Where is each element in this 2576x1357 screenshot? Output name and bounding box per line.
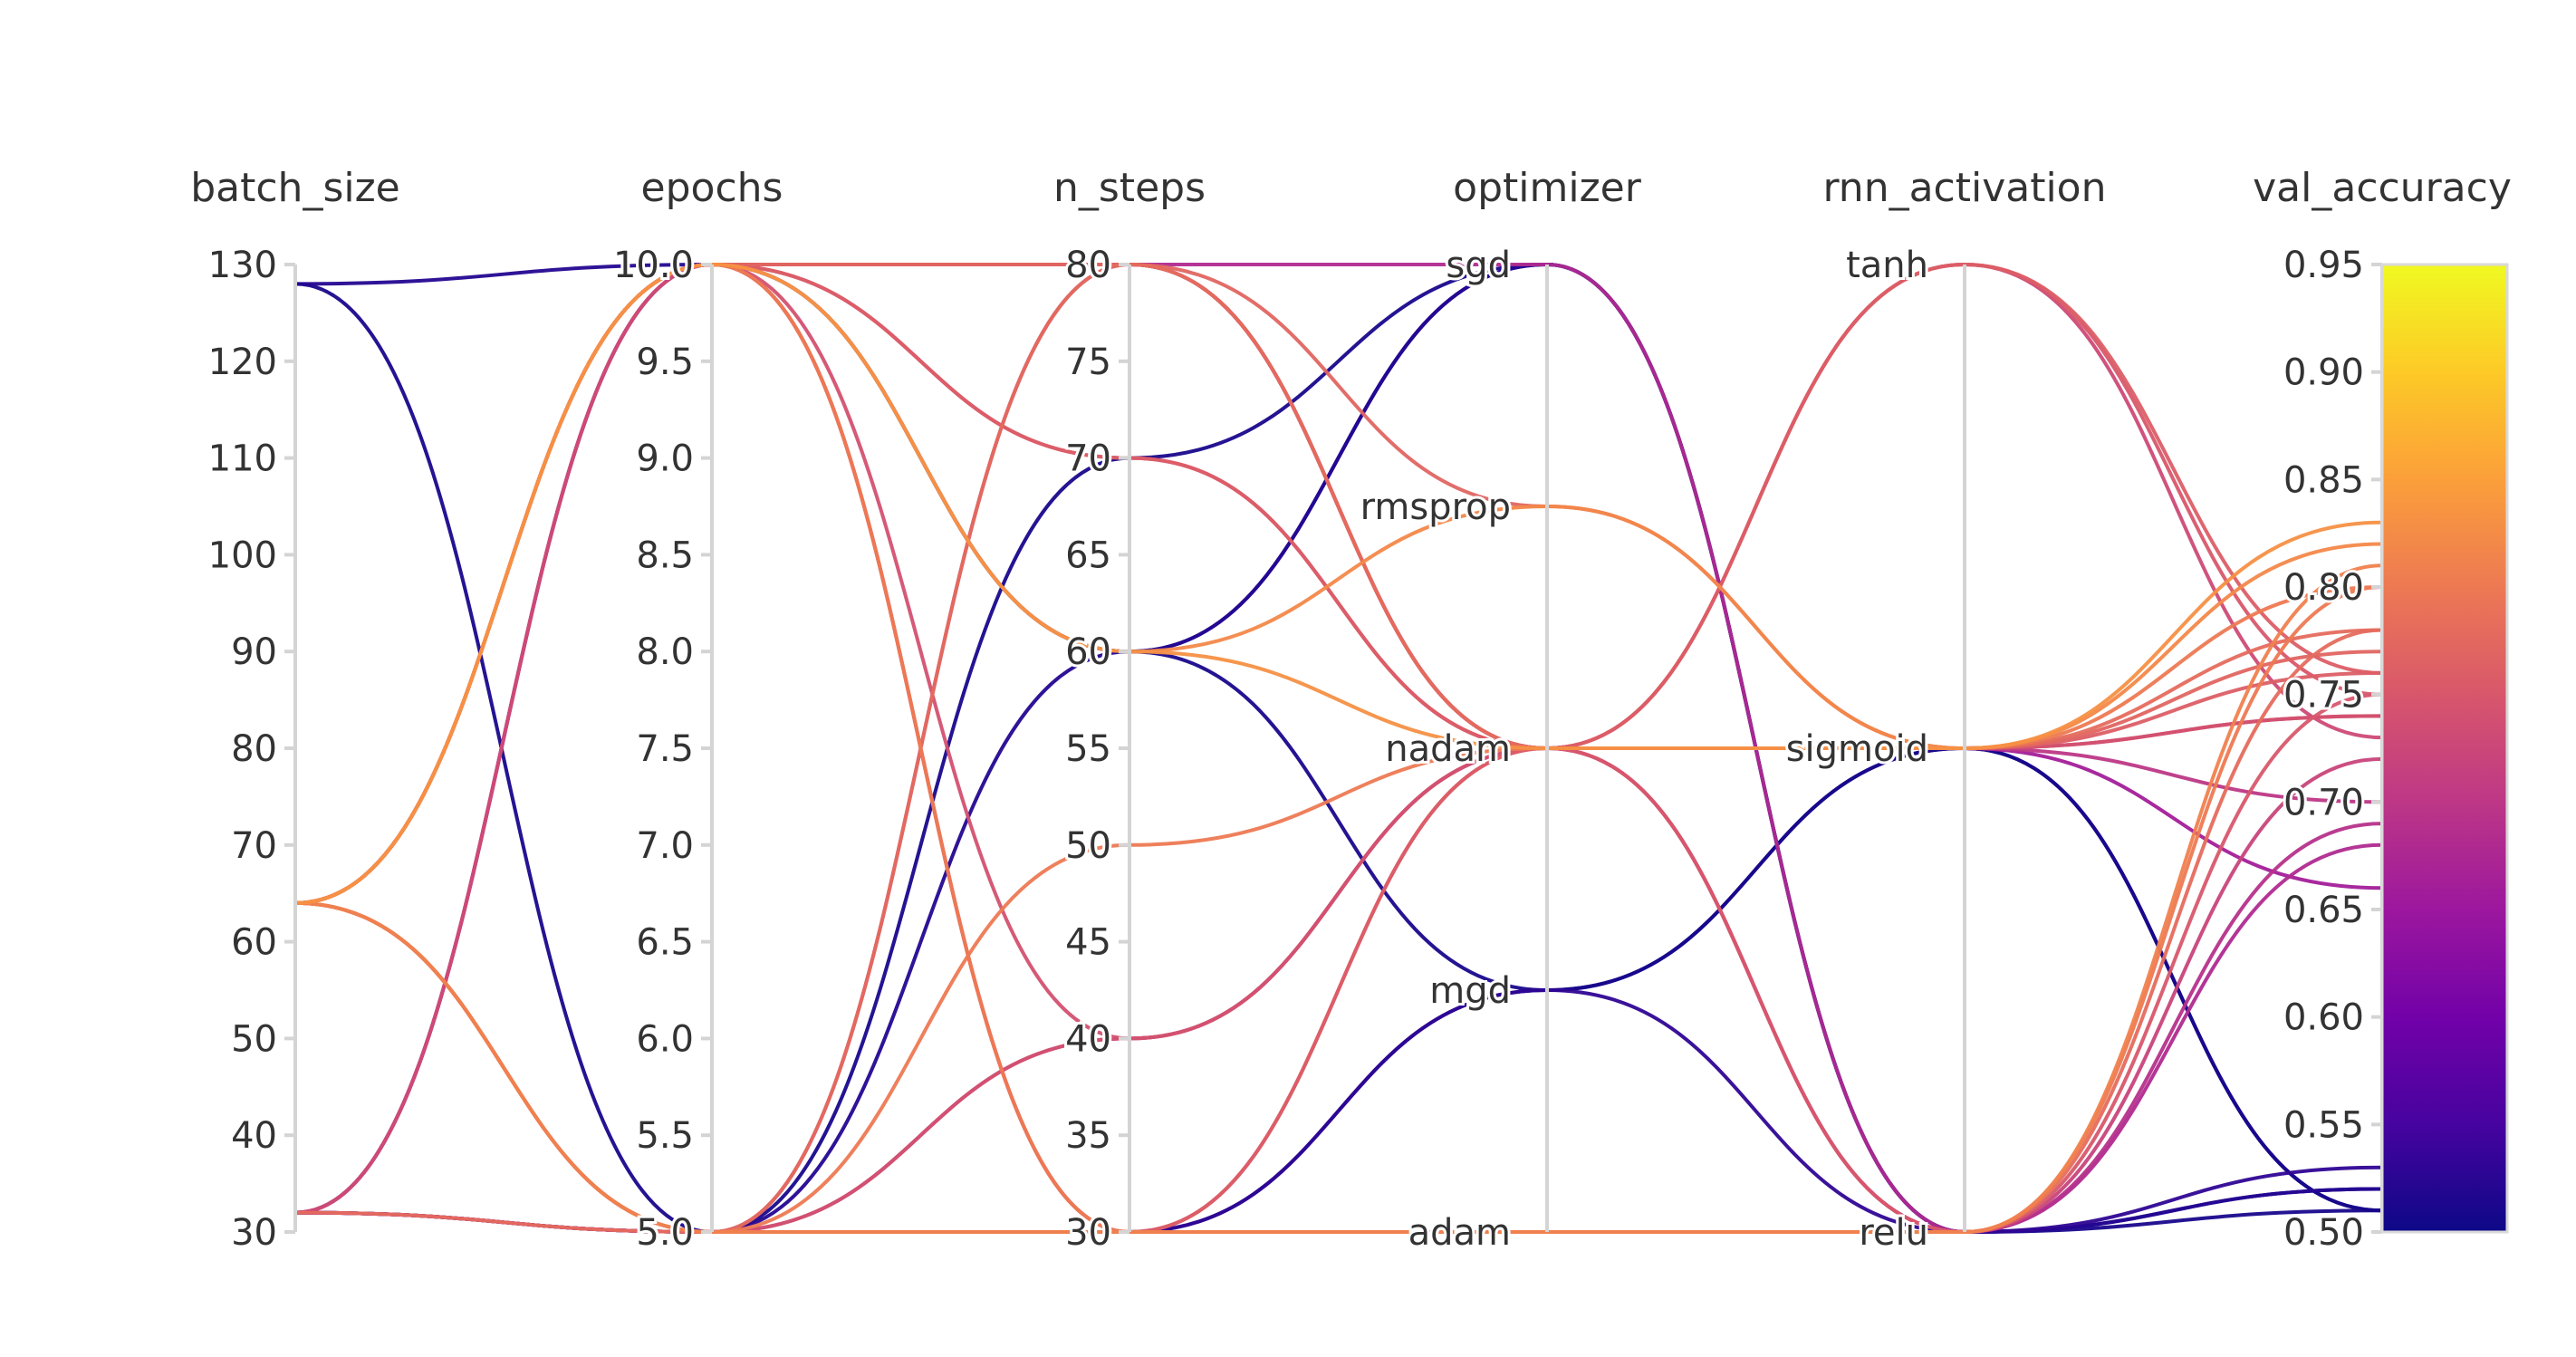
tick-label: 100 [208, 534, 277, 576]
axes-layer: batch_size 30 40 50 60 70 80 90 100 110 120 130 epoc… [190, 165, 2512, 1256]
axis-val_accuracy[interactable]: val_accuracy 0.50 0.55 0.60 0.65 0.70 0.75 0.80… [2253, 165, 2512, 1256]
tick-label: 7.5 [636, 728, 694, 770]
tick-label: 6.5 [636, 922, 694, 964]
polyline [294, 262, 2383, 1235]
tick-label: 0.50 [2283, 1212, 2364, 1254]
polyline [294, 262, 2383, 905]
tick-label: 60 [231, 922, 277, 964]
tick-label: relu [1859, 1212, 1928, 1254]
polyline [294, 262, 2383, 1041]
axis-optimizer[interactable]: optimizer sgd rmsprop nadam mgd adam [1358, 165, 1642, 1256]
polyline [294, 262, 2383, 1235]
tick-label: 5.0 [636, 1212, 694, 1254]
polyline [294, 262, 2383, 1235]
axis-title: epochs [641, 165, 783, 211]
tick-label: 130 [208, 245, 277, 286]
tick-label: 7.0 [636, 825, 694, 867]
axis-title: rnn_activation [1822, 165, 2106, 211]
tick-label: 0.90 [2283, 352, 2364, 394]
polyline [294, 262, 2383, 1235]
tick-label: rmsprop [1360, 486, 1511, 528]
tick-label: 0.70 [2283, 782, 2364, 823]
tick-label: 0.55 [2283, 1104, 2364, 1146]
tick-label: 9.0 [636, 438, 694, 480]
tick-label: mgd [1429, 970, 1511, 1012]
tick-label: 80 [1065, 245, 1111, 286]
axis-epochs[interactable]: epochs 5.0 5.5 6.0 6.5 7.0 7.5 8.0 8.5 9.0 9.5 10.0 [610, 165, 783, 1256]
polyline [294, 262, 2383, 1235]
polyline [294, 262, 2383, 1235]
tick-label: 0.80 [2283, 567, 2364, 609]
tick-label: 10.0 [613, 245, 694, 286]
tick-label: 0.75 [2283, 675, 2364, 717]
tick-label: 0.65 [2283, 890, 2364, 931]
colorbar-gradient [2380, 263, 2509, 1234]
tick-label: adam [1408, 1212, 1511, 1254]
tick-label: 110 [208, 438, 277, 480]
tick-label: sigmoid [1786, 728, 1928, 770]
axis-title: optimizer [1453, 165, 1642, 211]
tick-label: 8.0 [636, 631, 694, 673]
tick-label: 65 [1065, 534, 1111, 576]
polyline [294, 563, 2383, 1235]
axis-title: batch_size [190, 165, 400, 211]
tick-label: 0.95 [2283, 245, 2364, 286]
tick-label: 80 [231, 728, 277, 770]
tick-label: 5.5 [636, 1115, 694, 1157]
tick-label: 6.0 [636, 1018, 694, 1060]
axis-batch_size[interactable]: batch_size 30 40 50 60 70 80 90 100 110 120 130 [190, 165, 400, 1256]
polyline [294, 262, 2383, 1235]
tick-label: 50 [231, 1018, 277, 1060]
axis-n_steps[interactable]: n_steps 30 35 40 45 50 55 60 65 70 75 80 [1053, 165, 1206, 1256]
polyline [294, 262, 2383, 1235]
polyline [294, 628, 2383, 1235]
colorbar [2380, 263, 2509, 1234]
tick-label: 0.60 [2283, 997, 2364, 1039]
tick-label: 30 [231, 1212, 277, 1254]
axis-title: n_steps [1053, 165, 1206, 211]
tick-label: sgd [1446, 245, 1511, 286]
tick-label: 8.5 [636, 534, 694, 576]
tick-label: 45 [1065, 922, 1111, 964]
tick-label: 35 [1065, 1115, 1111, 1157]
polyline [294, 282, 2383, 1235]
tick-label: 55 [1065, 728, 1111, 770]
polyline [294, 262, 2383, 1235]
tick-label: 40 [1065, 1018, 1111, 1060]
tick-label: 30 [1065, 1212, 1111, 1254]
tick-label: 70 [231, 825, 277, 867]
polyline [294, 714, 2383, 1235]
polylines-layer [294, 262, 2383, 1235]
tick-label: 9.5 [636, 342, 694, 383]
tick-label: 60 [1065, 631, 1111, 673]
polyline [294, 262, 2383, 1235]
tick-label: 0.85 [2283, 459, 2364, 501]
tick-label: 120 [208, 342, 277, 383]
tick-label: 75 [1065, 342, 1111, 383]
tick-label: 40 [231, 1115, 277, 1157]
axis-title: val_accuracy [2253, 165, 2512, 211]
tick-label: 50 [1065, 825, 1111, 867]
tick-label: nadam [1385, 728, 1511, 770]
tick-label: 90 [231, 631, 277, 673]
tick-label: 70 [1065, 438, 1111, 480]
tick-label: tanh [1846, 245, 1928, 286]
polyline [294, 262, 2383, 1235]
